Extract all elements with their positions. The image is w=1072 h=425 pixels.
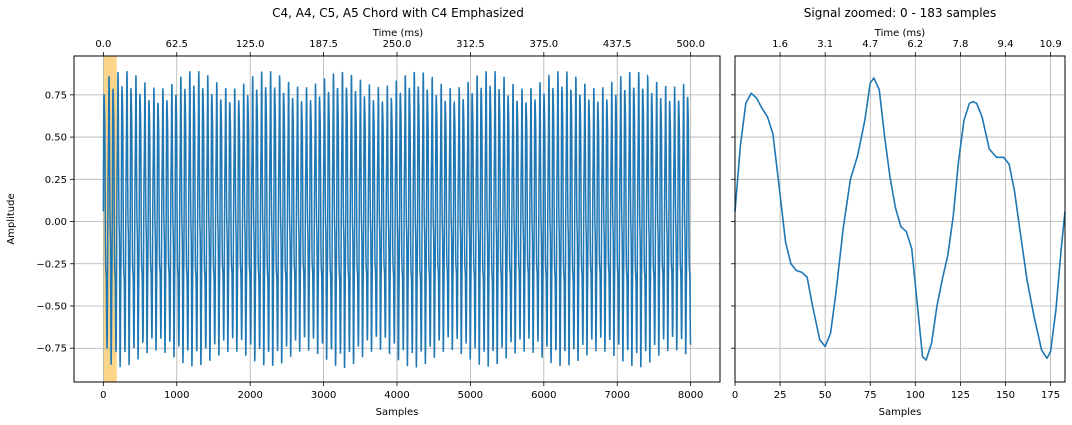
top-tick-label: 187.5	[309, 39, 338, 50]
y-tick-label: −0.50	[36, 301, 67, 312]
zoom-chart-title: Signal zoomed: 0 - 183 samples	[804, 6, 996, 20]
top-tick-label: 125.0	[236, 39, 265, 50]
main-y-axis-label: Amplitude	[6, 193, 17, 244]
y-tick-label: 0.75	[45, 90, 67, 101]
zoom-signal-line	[734, 77, 1066, 361]
zoom-x-axis-label: Samples	[879, 407, 922, 418]
x-tick-label: 7000	[605, 390, 630, 401]
x-tick-label: 1000	[164, 390, 189, 401]
top-tick-label: 9.4	[998, 39, 1014, 50]
main-signal-line	[102, 71, 692, 369]
top-tick-label: 312.5	[456, 39, 485, 50]
x-tick-label: 75	[864, 390, 877, 401]
zoom-plot-frame	[734, 55, 1066, 383]
zoom-plot-background	[735, 56, 1065, 382]
main-chart-title: C4, A4, C5, A5 Chord with C4 Emphasized	[272, 6, 524, 20]
main-chart-panel: C4, A4, C5, A5 Chord with C4 Emphasized …	[6, 6, 721, 418]
top-tick-label: 6.2	[907, 39, 923, 50]
x-tick-label: 4000	[384, 390, 409, 401]
top-tick-label: 7.8	[952, 39, 968, 50]
x-tick-label: 3000	[311, 390, 336, 401]
top-tick-label: 3.1	[817, 39, 833, 50]
zoom-chart-panel: Signal zoomed: 0 - 183 samples Time (ms)…	[731, 6, 1066, 418]
top-tick-label: 4.7	[862, 39, 878, 50]
x-tick-label: 6000	[531, 390, 556, 401]
x-tick-label: 175	[1041, 390, 1060, 401]
top-tick-label: 10.9	[1039, 39, 1061, 50]
x-tick-label: 2000	[237, 390, 262, 401]
top-tick-label: 0.0	[95, 39, 111, 50]
x-tick-label: 150	[996, 390, 1015, 401]
main-top-axis-label: Time (ms)	[372, 28, 424, 39]
x-tick-label: 125	[951, 390, 970, 401]
top-tick-label: 1.6	[772, 39, 788, 50]
x-tick-label: 25	[774, 390, 787, 401]
x-tick-label: 5000	[458, 390, 483, 401]
top-tick-label: 500.0	[676, 39, 705, 50]
top-tick-label: 437.5	[603, 39, 632, 50]
x-tick-label: 50	[819, 390, 832, 401]
top-tick-label: 375.0	[529, 39, 558, 50]
top-tick-label: 62.5	[166, 39, 188, 50]
x-tick-label: 0	[732, 390, 738, 401]
y-tick-label: −0.75	[36, 344, 67, 355]
y-tick-label: 0.25	[45, 175, 67, 186]
zoom-top-axis-label: Time (ms)	[874, 28, 926, 39]
top-tick-label: 250.0	[383, 39, 412, 50]
y-tick-label: 0.50	[45, 133, 67, 144]
x-tick-label: 8000	[678, 390, 703, 401]
main-x-axis-label: Samples	[376, 407, 419, 418]
x-tick-label: 100	[906, 390, 925, 401]
y-tick-label: −0.25	[36, 259, 67, 270]
y-tick-label: 0.00	[45, 217, 67, 228]
x-tick-label: 0	[100, 390, 106, 401]
